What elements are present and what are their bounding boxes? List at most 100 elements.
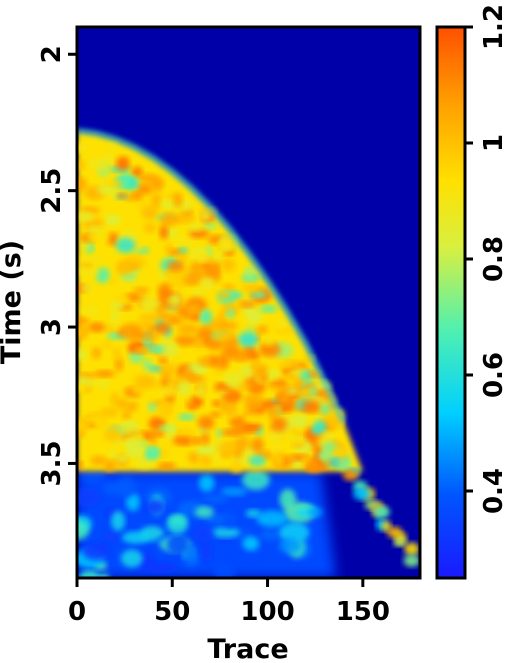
low-amplitude-cell <box>213 563 236 578</box>
low-amplitude-cell <box>77 574 104 578</box>
low-amplitude-cell <box>182 545 201 567</box>
high-amplitude-cell <box>77 316 90 325</box>
high-amplitude-cell <box>225 405 238 418</box>
high-amplitude-cell <box>104 459 116 472</box>
high-amplitude-cell <box>166 423 177 436</box>
low-amplitude-cell <box>245 509 261 518</box>
high-amplitude-cell <box>174 334 196 347</box>
high-amplitude-cell <box>222 390 242 403</box>
high-amplitude-cell <box>238 331 258 348</box>
streak-cell <box>393 538 406 547</box>
high-amplitude-cell <box>234 436 251 451</box>
high-amplitude-cell <box>274 379 288 389</box>
y-axis: 2 2.5 3 3.5 <box>37 45 77 486</box>
high-amplitude-cell <box>242 395 264 403</box>
high-amplitude-cell <box>259 371 268 384</box>
high-amplitude-cell <box>211 399 223 407</box>
low-amplitude-cell <box>121 531 150 544</box>
low-amplitude-cell <box>279 537 302 554</box>
y-tick-label: 2 <box>37 45 67 63</box>
high-amplitude-cell <box>247 349 258 358</box>
low-amplitude-cell <box>260 528 280 541</box>
streak-cell <box>342 469 359 481</box>
low-amplitude-cell <box>126 492 140 512</box>
high-amplitude-cell <box>173 192 183 208</box>
high-amplitude-cell <box>134 374 156 389</box>
high-amplitude-cell <box>109 278 118 285</box>
low-amplitude-cell <box>168 515 187 527</box>
high-amplitude-cell <box>156 447 170 461</box>
high-amplitude-cell <box>268 429 283 443</box>
high-amplitude-cell <box>106 142 118 151</box>
colorbar-tick-label: 1.2 <box>479 4 508 50</box>
high-amplitude-cell <box>147 402 158 412</box>
low-amplitude-cell <box>82 542 111 561</box>
low-amplitude-cell <box>77 520 89 540</box>
x-axis-title: Trace <box>207 634 288 663</box>
plot-frame <box>75 25 422 580</box>
high-amplitude-cell <box>220 258 236 272</box>
low-amplitude-cell <box>220 487 247 496</box>
low-amplitude-cell <box>242 536 260 551</box>
high-amplitude-cell <box>95 267 110 284</box>
streak-cell <box>311 424 327 435</box>
high-amplitude-cell <box>148 365 162 372</box>
streak-cell <box>353 487 371 501</box>
high-amplitude-cell <box>241 283 263 293</box>
high-amplitude-cell <box>151 238 162 254</box>
high-amplitude-cell <box>188 228 210 239</box>
high-amplitude-cell <box>286 387 299 395</box>
high-amplitude-cell <box>243 422 262 430</box>
high-amplitude-cell <box>225 377 243 388</box>
high-amplitude-cell <box>154 322 171 334</box>
high-amplitude-cell <box>132 287 149 294</box>
low-amplitude-cell <box>79 473 106 482</box>
high-amplitude-cell <box>94 370 116 378</box>
high-amplitude-cell <box>178 247 189 254</box>
high-amplitude-cell <box>124 420 137 430</box>
colorbar-axis: 0.4 0.6 0.8 1 1.2 <box>465 4 508 514</box>
high-amplitude-cell <box>116 259 135 275</box>
high-amplitude-cell <box>125 400 138 412</box>
low-amplitude-cell <box>308 507 323 518</box>
high-amplitude-cell <box>240 300 256 309</box>
high-amplitude-cell <box>173 214 196 224</box>
high-amplitude-cell <box>231 277 246 284</box>
high-amplitude-cell <box>165 316 183 324</box>
colorbar-tick-label: 0.4 <box>479 468 508 514</box>
high-amplitude-cell <box>141 333 160 341</box>
high-amplitude-cell <box>216 321 238 331</box>
low-amplitude-cell <box>116 477 136 498</box>
high-amplitude-cell <box>77 419 91 432</box>
high-amplitude-cell <box>177 323 200 336</box>
y-tick-label: 3 <box>37 318 67 336</box>
high-amplitude-cell <box>124 310 137 319</box>
colorbar-tick-label: 1 <box>479 134 508 152</box>
high-amplitude-cell <box>110 392 120 408</box>
high-amplitude-cell <box>115 237 136 253</box>
high-amplitude-cell <box>90 253 103 262</box>
high-amplitude-cell <box>110 309 120 323</box>
high-amplitude-cell <box>264 335 274 346</box>
high-amplitude-cell <box>197 356 211 367</box>
high-amplitude-cell <box>77 383 90 393</box>
high-amplitude-cell <box>88 322 106 333</box>
high-amplitude-cell <box>77 176 87 192</box>
high-amplitude-cell <box>87 231 110 244</box>
high-amplitude-cell <box>106 232 120 246</box>
high-amplitude-cell <box>99 380 109 388</box>
high-amplitude-cell <box>113 294 132 304</box>
low-amplitude-cell <box>111 510 125 532</box>
high-amplitude-cell <box>259 342 281 358</box>
high-amplitude-cell <box>200 209 211 222</box>
x-tick-label: 0 <box>68 597 86 627</box>
high-amplitude-cell <box>183 375 206 383</box>
high-amplitude-cell <box>249 290 268 299</box>
high-amplitude-cell <box>288 414 310 428</box>
high-amplitude-cell <box>250 437 265 453</box>
high-amplitude-cell <box>200 455 212 467</box>
low-amplitude-cell <box>195 506 214 519</box>
high-amplitude-cell <box>190 395 204 407</box>
low-amplitude-cell <box>104 528 120 544</box>
high-amplitude-cell <box>80 304 101 318</box>
